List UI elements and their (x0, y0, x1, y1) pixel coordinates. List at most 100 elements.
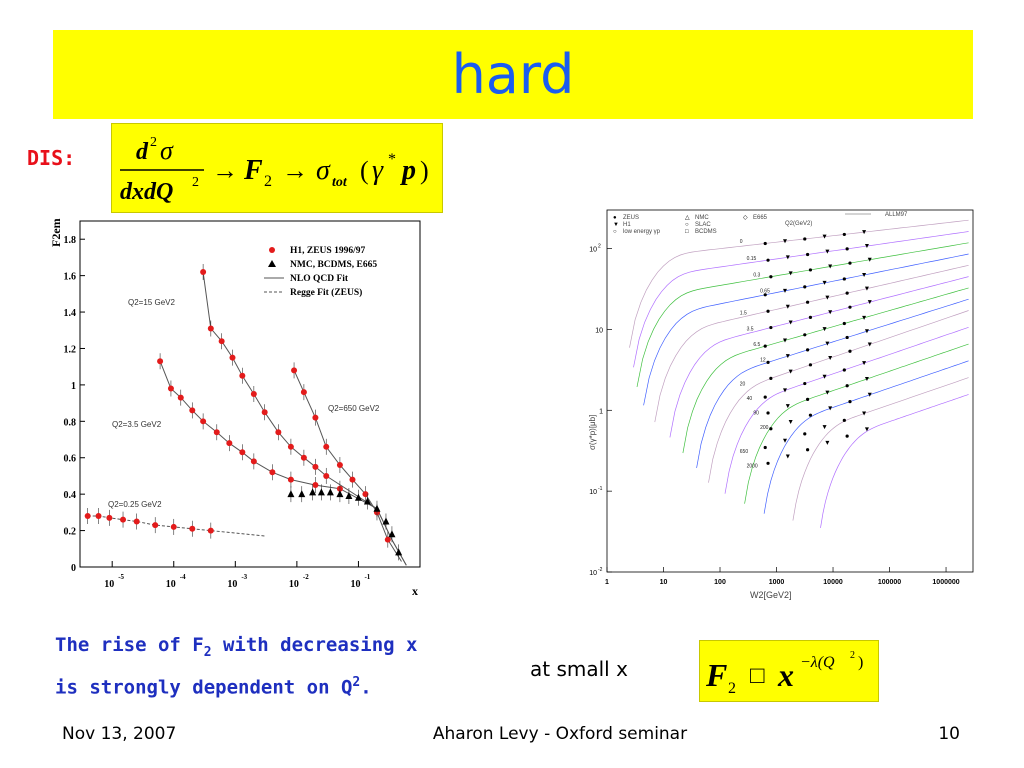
sigma-h1-point (825, 440, 830, 445)
f2-h1-zeus-point (226, 440, 233, 447)
f2-plot-axes (79, 220, 421, 568)
small-x-label: at small x (530, 657, 628, 681)
sigma-plot-q2-labels: 0 0.15 0.3 0.65 1.5 3.5 6.5 12 20 40 90 200 650 2000 (740, 239, 770, 469)
sigma-zeus-point (808, 315, 813, 319)
eq2-exp-sq: 2 (850, 650, 855, 661)
sigma-xtick-label: 1 (605, 579, 609, 586)
sigma-h1-point (864, 427, 869, 432)
f2-h1-zeus-point (120, 516, 127, 523)
sigma-legend-symbol: □ (685, 229, 689, 235)
sigma-plot-points (763, 230, 872, 465)
sigma-zeus-point (766, 411, 770, 415)
eq2-exp: −λ(Q (800, 654, 835, 671)
sigma-legend-entry: NMC (695, 215, 709, 221)
sigma-legend-entry: BCDMS (695, 229, 717, 235)
f2-xtick-label: 10 (227, 579, 237, 590)
sigma-q2-label: 200 (760, 425, 769, 431)
f2-fixed-target-point (345, 491, 353, 499)
sigma-allm-curve (744, 343, 969, 504)
sigma-zeus-point (803, 381, 807, 386)
f2-h1-zeus-point (250, 391, 257, 397)
f2-plot-ticks: 0 0.2 0.4 0.6 0.8 1 1.2 1.4 1.6 1.8 10 -5 10 -4 10 -3 10… (64, 235, 371, 590)
f2-vs-x-plot: F2em x 0 0.2 0.4 0.6 0.8 1 1.2 1.4 1.6 1.8 10 -5 10-… (48, 213, 430, 603)
f2-ytick-label: 1.4 (64, 308, 77, 319)
sigma-zeus-point (848, 399, 852, 404)
f2-ytick-label: 0.8 (64, 417, 77, 428)
sigma-h1-point (828, 406, 833, 411)
sigma-legend-title: Q2(GeV2) (785, 221, 812, 227)
f2-xtick-label: 10 (104, 579, 114, 590)
sigma-h1-point (825, 295, 830, 300)
sigma-h1-point (825, 249, 830, 254)
f2-xtick-exp: -5 (118, 573, 124, 581)
f2-xtick-label: 10 (289, 579, 299, 590)
f2-h1-zeus-point (250, 458, 257, 465)
eq-gamma: γ (372, 155, 384, 186)
f2-h1-zeus-point (287, 476, 294, 483)
sigma-zeus-point (842, 277, 846, 281)
sigma-zeus-point (848, 349, 852, 353)
sigma-h1-point (785, 404, 790, 409)
f2-h1-zeus-point (189, 407, 196, 414)
sigma-allm-curve (763, 360, 969, 514)
f2-h1-zeus-point (218, 338, 225, 345)
sigma-ytick-label: 1 (599, 408, 603, 415)
f2-h1-zeus-point (287, 443, 294, 450)
f2-h1-zeus-point (336, 462, 343, 469)
f2-fixed-target-point (298, 490, 306, 498)
sigma-plot-xlabel: W2[GeV2] (750, 590, 792, 600)
sigma-q2-label: 40 (747, 396, 753, 402)
f2-legend-entry: NLO QCD Fit (290, 274, 349, 284)
sigma-zeus-point (845, 384, 849, 388)
f2-h1-zeus-point (384, 536, 391, 543)
caption-line-2: is strongly dependent on Q2. (55, 668, 475, 702)
eq2-x: x (777, 657, 794, 693)
sigma-zeus-point (805, 397, 810, 401)
eq-num-d: d (136, 139, 149, 165)
sigma-zeus-point (805, 300, 810, 304)
f2-plot-frame (79, 220, 421, 568)
footer-page-number: 10 (938, 724, 960, 744)
f2-h1-zeus-point (300, 454, 307, 461)
sigma-h1-point (788, 419, 793, 424)
title-bar: hard (53, 30, 973, 119)
sigma-q2-label: 90 (753, 411, 759, 417)
sigma-zeus-point (808, 363, 813, 367)
sigma-zeus-point (763, 445, 767, 450)
sigma-zeus-point (803, 285, 807, 289)
slide-title: hard (451, 43, 575, 106)
eq-arrow-1: → (212, 156, 238, 185)
sigma-h1-point (862, 361, 867, 366)
sigma-ytick-label: 10 (589, 570, 597, 577)
f2-h1-zeus-point (312, 414, 319, 421)
sigma-h1-point (864, 329, 869, 334)
sigma-zeus-point (842, 368, 846, 372)
sigma-h1-point (782, 338, 787, 343)
sigma-h1-point (825, 390, 830, 395)
sigma-legend-entry: SLAC (695, 222, 711, 228)
f2-q2-annotation: Q2=650 GeV2 (328, 404, 380, 413)
sigma-h1-point (785, 304, 790, 309)
sigma-h1-point (828, 264, 833, 269)
sigma-allm-curve (633, 231, 969, 368)
sigma-ytick-exp: 2 (598, 244, 601, 250)
f2-fixed-target-point (309, 488, 317, 496)
eq2-sym: □ (750, 663, 765, 689)
sigma-ytick-label: 10 (589, 489, 597, 496)
f2-ytick-label: 0 (71, 563, 76, 574)
eq-paren-open: ( (360, 156, 369, 185)
sigma-xtick-label: 1000000 (932, 579, 959, 586)
f2-fixed-target-point (382, 517, 390, 525)
sigma-q2-label: 0.15 (747, 256, 757, 262)
f2-h1-zeus-point (239, 372, 246, 379)
sigma-h1-point (785, 354, 790, 359)
sigma-zeus-point (766, 461, 770, 465)
f2-h1-zeus-point (213, 429, 220, 436)
eq-den-exp: 2 (192, 175, 199, 190)
dis-cross-section-equation: d 2 σ dxdQ 2 → F 2 → σ tot ( γ * p ) (111, 123, 443, 213)
f2-xtick-exp: -2 (303, 573, 309, 581)
eq-num-exp: 2 (150, 135, 157, 150)
f2-h1-zeus-point (349, 476, 356, 483)
sigma-h1-point (862, 315, 867, 320)
f2-h1-zeus-point (200, 418, 207, 425)
